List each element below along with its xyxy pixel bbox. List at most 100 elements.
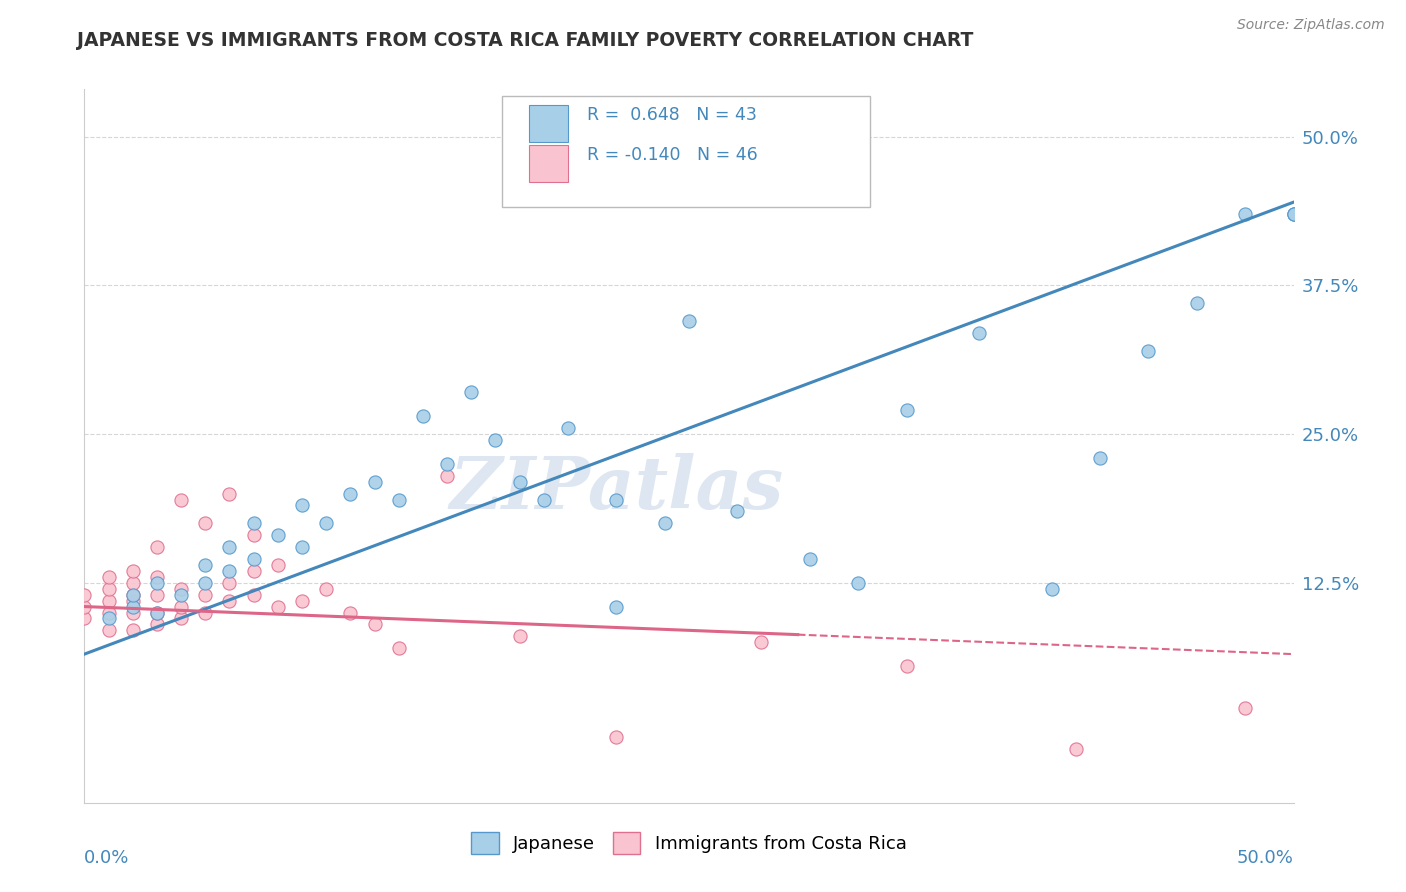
Point [121, 624, 143, 638]
Point [436, 468, 458, 483]
Point [146, 588, 169, 602]
FancyBboxPatch shape [529, 145, 568, 182]
Point [121, 588, 143, 602]
Point [605, 599, 627, 614]
Text: ZIPatlas: ZIPatlas [450, 453, 783, 524]
Point [146, 575, 169, 590]
Point [146, 570, 169, 584]
Point [799, 552, 821, 566]
Point [291, 593, 314, 607]
Point [121, 588, 143, 602]
Text: 50.0%: 50.0% [1237, 849, 1294, 867]
Point [1040, 582, 1063, 596]
Point [1088, 450, 1111, 465]
Point [412, 409, 434, 424]
Point [121, 593, 143, 607]
Point [1185, 296, 1208, 310]
Point [73, 599, 96, 614]
Point [242, 588, 264, 602]
Point [121, 606, 143, 620]
Point [1282, 207, 1305, 221]
Point [725, 504, 748, 518]
Point [363, 475, 385, 489]
Point [218, 564, 240, 578]
Point [388, 641, 411, 656]
Point [242, 564, 264, 578]
FancyBboxPatch shape [529, 105, 568, 142]
Point [194, 606, 217, 620]
Point [170, 611, 193, 625]
Point [194, 588, 217, 602]
Point [97, 582, 120, 596]
Point [1234, 700, 1257, 714]
Point [242, 552, 264, 566]
Point [557, 421, 579, 435]
Text: JAPANESE VS IMMIGRANTS FROM COSTA RICA FAMILY POVERTY CORRELATION CHART: JAPANESE VS IMMIGRANTS FROM COSTA RICA F… [77, 31, 974, 50]
Point [194, 516, 217, 531]
Point [291, 499, 314, 513]
Point [170, 492, 193, 507]
Point [267, 599, 290, 614]
Point [146, 606, 169, 620]
Point [605, 731, 627, 745]
Point [846, 575, 869, 590]
Point [315, 516, 337, 531]
Point [121, 564, 143, 578]
Point [73, 588, 96, 602]
Point [533, 492, 555, 507]
FancyBboxPatch shape [502, 96, 870, 207]
Text: 0.0%: 0.0% [84, 849, 129, 867]
Point [291, 540, 314, 554]
Point [339, 486, 361, 500]
Point [654, 516, 676, 531]
Point [267, 558, 290, 572]
Point [339, 606, 361, 620]
Point [218, 540, 240, 554]
Point [218, 486, 240, 500]
Point [267, 528, 290, 542]
Point [146, 606, 169, 620]
Text: R = -0.140   N = 46: R = -0.140 N = 46 [588, 146, 758, 164]
Point [484, 433, 506, 447]
Point [678, 314, 700, 328]
Point [242, 528, 264, 542]
Legend: Japanese, Immigrants from Costa Rica: Japanese, Immigrants from Costa Rica [464, 825, 914, 862]
Point [1234, 207, 1257, 221]
Point [121, 599, 143, 614]
Point [896, 403, 918, 417]
Point [170, 588, 193, 602]
Point [194, 575, 217, 590]
Point [218, 593, 240, 607]
Point [896, 659, 918, 673]
Point [509, 475, 531, 489]
Point [509, 629, 531, 643]
Point [1282, 207, 1305, 221]
Point [242, 516, 264, 531]
Point [97, 611, 120, 625]
Point [97, 606, 120, 620]
Point [121, 575, 143, 590]
Point [967, 326, 990, 340]
Point [315, 582, 337, 596]
Point [605, 492, 627, 507]
Point [460, 385, 482, 400]
Point [97, 593, 120, 607]
Point [73, 611, 96, 625]
Point [97, 624, 120, 638]
Point [218, 575, 240, 590]
Point [170, 599, 193, 614]
Point [146, 540, 169, 554]
Point [388, 492, 411, 507]
Point [146, 617, 169, 632]
Point [170, 582, 193, 596]
Point [436, 457, 458, 471]
Point [1282, 207, 1305, 221]
Text: R =  0.648   N = 43: R = 0.648 N = 43 [588, 106, 758, 124]
Text: Source: ZipAtlas.com: Source: ZipAtlas.com [1237, 18, 1385, 32]
Point [751, 635, 773, 649]
Point [363, 617, 385, 632]
Point [194, 558, 217, 572]
Point [1064, 742, 1087, 756]
Point [97, 570, 120, 584]
Point [1137, 343, 1160, 358]
